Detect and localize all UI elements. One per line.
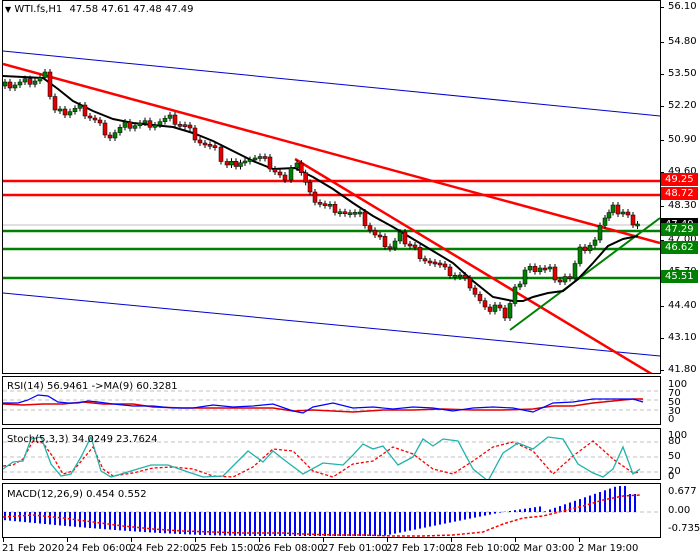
macd-tick: -0.735	[668, 523, 700, 534]
price-tick: 54.80	[668, 36, 697, 47]
time-label: 27 Feb 17:00	[386, 543, 452, 554]
rsi-chart-svg	[3, 390, 660, 414]
price-tick: 56.10	[668, 1, 697, 12]
stoch-tick: 20	[668, 466, 681, 477]
price-tick: 43.10	[668, 332, 697, 343]
time-label: 21 Feb 2020	[2, 543, 65, 554]
main-price-pane[interactable]: 56.10 54.80 53.50 52.20 50.90 49.60 48.3…	[0, 0, 700, 375]
trendline-red-short	[294, 157, 653, 373]
time-label: 2 Mar 03:00	[514, 543, 575, 554]
macd-signal-line	[3, 494, 641, 537]
rsi-line	[3, 394, 644, 414]
stoch-chart-svg	[3, 435, 660, 479]
price-tick: 47.00	[668, 234, 697, 245]
symbol-label: WTI.fs,H1	[14, 4, 63, 15]
level-tag-48-72: 48.72	[661, 187, 698, 200]
stoch-tick: 100	[668, 430, 688, 441]
channel-upper-line	[3, 50, 660, 117]
rsi-tick: 70	[668, 388, 681, 399]
price-tick: 48.30	[668, 200, 697, 211]
chart-header: ▼ WTI.fs,H1 47.58 47.61 47.48 47.49	[5, 4, 194, 15]
price-tick: 44.40	[668, 300, 697, 311]
rsi-tick: 100	[668, 379, 688, 390]
stoch-tick: 0	[668, 471, 675, 482]
price-tick: 41.80	[668, 364, 697, 375]
stoch-tick: 50	[668, 451, 681, 462]
rsi-tick: 30	[668, 406, 681, 417]
time-label: 25 Feb 15:00	[194, 543, 260, 554]
rsi-tick: 50	[668, 397, 681, 408]
price-tick: 50.90	[668, 134, 697, 145]
channel-lower-line	[3, 292, 660, 357]
time-label: 28 Feb 10:00	[450, 543, 516, 554]
stoch-title: Stoch(5,3,3) 34.0249 23.7624	[7, 434, 158, 445]
moving-average-line	[3, 75, 639, 302]
rsi-ma-line	[3, 398, 643, 413]
macd-pane[interactable]: MACD(12,26,9) 0.454 0.552 0.677 0.00 -0.…	[0, 483, 700, 539]
stoch-tick: 80	[668, 436, 681, 447]
level-tag-47-29: 47.29	[661, 223, 698, 236]
price-tick: 52.20	[668, 100, 697, 111]
ohlc-values: 47.58 47.61 47.48 47.49	[69, 4, 194, 15]
macd-tick: 0.00	[668, 505, 691, 516]
stoch-signal-line	[3, 440, 641, 478]
trendline-red-long	[3, 62, 660, 245]
stoch-plot-area[interactable]	[2, 428, 661, 480]
macd-chart-svg	[3, 486, 660, 537]
price-chart-svg	[3, 50, 660, 373]
time-label: 24 Feb 22:00	[130, 543, 196, 554]
time-label: 26 Feb 08:00	[258, 543, 324, 554]
stoch-main-line	[3, 435, 641, 479]
stochastic-pane[interactable]: Stoch(5,3,3) 34.0249 23.7624 100 80 50 2…	[0, 428, 700, 482]
price-tick: 53.50	[668, 68, 697, 79]
level-tag-49-25: 49.25	[661, 173, 698, 186]
time-label: 24 Feb 06:00	[66, 543, 132, 554]
price-plot-area[interactable]	[2, 0, 661, 374]
macd-tick: 0.677	[668, 486, 697, 497]
level-tag-45-51: 45.51	[661, 270, 698, 283]
macd-title: MACD(12,26,9) 0.454 0.552	[7, 489, 147, 500]
rsi-plot-area[interactable]	[2, 376, 661, 425]
rsi-pane[interactable]: RSI(14) 56.9461 ->MA(9) 60.3281 100 70 5…	[0, 376, 700, 426]
rsi-tick: 0	[668, 414, 675, 425]
macd-plot-area[interactable]	[2, 483, 661, 538]
price-tick: 49.60	[668, 166, 697, 177]
time-label: 2 Mar 19:00	[578, 543, 639, 554]
triangle-down-icon[interactable]: ▼	[5, 5, 12, 14]
rsi-title: RSI(14) 56.9461 ->MA(9) 60.3281	[7, 381, 178, 392]
level-tag-46-62: 46.62	[661, 241, 698, 254]
time-label: 27 Feb 01:00	[322, 543, 388, 554]
candlesticks	[3, 69, 640, 321]
trendline-green	[509, 217, 660, 331]
